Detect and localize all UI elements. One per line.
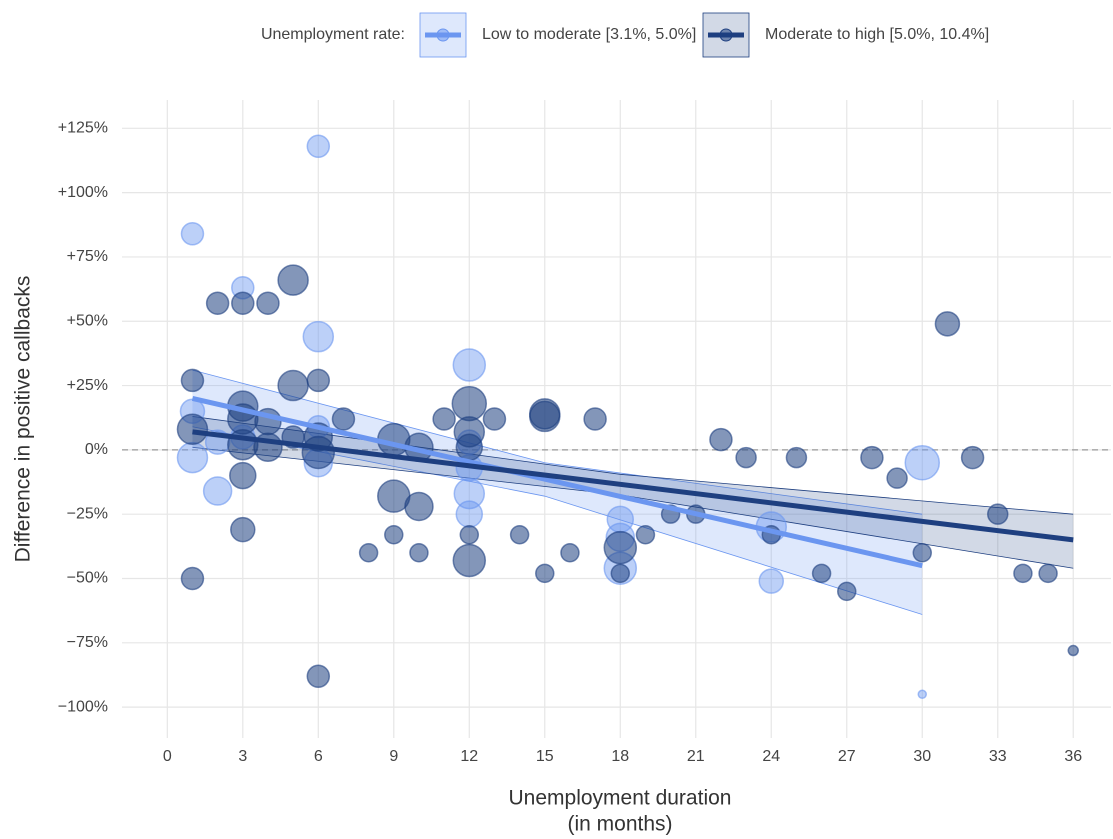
data-point: [256, 291, 280, 315]
legend-title: Unemployment rate:: [261, 26, 405, 43]
x-tick-label: 6: [314, 748, 323, 765]
data-point: [180, 222, 205, 246]
y-tick-label: −50%: [67, 570, 108, 587]
data-point: [452, 348, 487, 382]
x-axis-title: (in months): [567, 813, 672, 836]
legend-label: Low to moderate [3.1%, 5.0%]: [482, 26, 696, 43]
data-point: [603, 530, 638, 565]
data-point: [301, 435, 336, 470]
data-point: [635, 525, 656, 545]
confidence-band: [192, 370, 923, 615]
data-point: [509, 525, 530, 545]
data-point: [176, 441, 209, 474]
data-point: [535, 563, 555, 584]
data-point: [583, 407, 607, 431]
band-edge: [192, 416, 1074, 515]
x-axis-title: Unemployment duration: [509, 787, 732, 810]
data-point: [904, 444, 941, 481]
data-point: [917, 689, 928, 700]
data-point: [180, 368, 205, 393]
legend-key-point: [436, 28, 450, 42]
data-point: [432, 407, 456, 431]
data-point: [230, 516, 256, 543]
data-point: [960, 445, 985, 470]
data-point: [451, 385, 488, 422]
data-point: [302, 320, 335, 353]
fit-line: [192, 429, 1074, 543]
data-point: [459, 525, 480, 545]
x-tick-label: 33: [989, 748, 1007, 765]
y-tick-label: −75%: [67, 634, 108, 651]
y-tick-label: −100%: [58, 698, 108, 715]
data-point: [482, 407, 507, 431]
y-tick-label: +100%: [58, 184, 108, 201]
data-point: [409, 543, 429, 563]
data-point: [735, 446, 757, 469]
data-point: [231, 291, 255, 315]
data-point: [455, 500, 484, 528]
x-tick-label: 0: [163, 748, 172, 765]
x-tick-label: 18: [611, 748, 629, 765]
data-point: [811, 563, 832, 584]
data-point: [1013, 563, 1033, 584]
legend-label: Moderate to high [5.0%, 10.4%]: [765, 26, 989, 43]
y-tick-label: 0%: [85, 441, 108, 458]
data-point: [1038, 563, 1058, 584]
data-point: [176, 413, 209, 446]
data-point: [455, 433, 484, 462]
data-point: [987, 503, 1009, 525]
y-tick-label: +50%: [67, 312, 108, 329]
data-point: [384, 525, 404, 545]
data-point: [306, 134, 331, 159]
data-point: [180, 566, 205, 591]
data-point: [785, 446, 808, 469]
data-point: [306, 664, 331, 689]
x-tick-label: 24: [762, 748, 780, 765]
x-tick-label: 36: [1064, 748, 1082, 765]
data-point: [860, 445, 884, 470]
data-point: [277, 369, 309, 402]
data-point: [452, 543, 487, 578]
y-tick-label: +75%: [67, 248, 108, 265]
data-point: [202, 476, 233, 506]
fit-line: [191, 395, 923, 569]
band-edge: [192, 369, 923, 515]
x-tick-label: 12: [460, 748, 478, 765]
data-point: [358, 543, 379, 563]
data-point: [709, 427, 733, 452]
x-tick-label: 27: [838, 748, 856, 765]
data-point: [934, 311, 961, 337]
y-tick-label: +125%: [58, 120, 108, 137]
y-tick-label: +25%: [67, 377, 108, 394]
data-point: [837, 581, 857, 602]
legend-key-point: [719, 28, 733, 42]
data-point: [529, 400, 561, 433]
data-point: [227, 428, 259, 461]
data-point: [331, 407, 356, 431]
data-point: [1067, 644, 1080, 657]
x-tick-label: 30: [913, 748, 931, 765]
data-point: [453, 477, 486, 510]
data-point: [758, 568, 785, 594]
data-point: [229, 461, 257, 490]
data-point: [610, 563, 631, 584]
x-tick-label: 3: [238, 748, 247, 765]
x-tick-label: 9: [389, 748, 398, 765]
data-point: [560, 543, 580, 563]
data-point: [912, 543, 933, 563]
data-point: [886, 467, 908, 489]
x-tick-label: 15: [536, 748, 554, 765]
y-tick-label: −25%: [67, 505, 108, 522]
data-point: [306, 368, 331, 393]
data-point: [404, 491, 434, 522]
data-point: [277, 264, 309, 296]
data-point: [205, 291, 230, 315]
y-axis-title: Difference in positive callbacks: [12, 276, 35, 563]
x-tick-label: 21: [687, 748, 705, 765]
